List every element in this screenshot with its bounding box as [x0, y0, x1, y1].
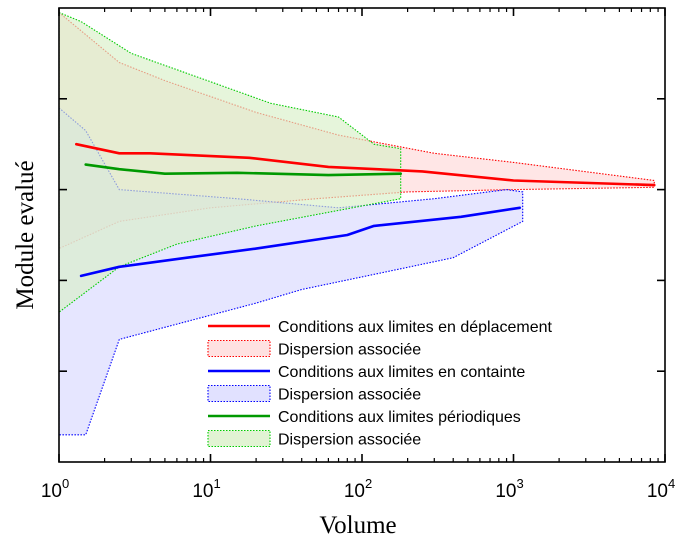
x-axis: 100 101 102 103 104: [41, 8, 675, 502]
series-line-1: [75, 142, 656, 187]
y-axis: [59, 98, 665, 373]
y-axis-label: Module evalué: [12, 160, 39, 309]
legend-band-label-1: Dispersion associée: [278, 342, 421, 359]
legend-label-3: Conditions aux limites périodiques: [278, 409, 521, 426]
x-tick-label: 103: [495, 476, 523, 502]
legend-band-swatch-2: [207, 384, 271, 403]
x-tick-label: 102: [344, 476, 372, 502]
legend-band-swatch-1: [207, 339, 271, 358]
series-line-3: [84, 163, 403, 177]
legend-label-1: Conditions aux limites en déplacement: [278, 319, 552, 336]
legend-band-swatch-3: [207, 429, 271, 448]
x-tick-label: 100: [41, 476, 69, 502]
dispersion-band-2: [59, 107, 524, 436]
x-tick-label: 101: [192, 476, 220, 502]
legend-band-label-2: Dispersion associée: [278, 387, 421, 404]
x-axis-label: Volume: [319, 512, 396, 539]
plot-series: [59, 11, 656, 436]
legend: Conditions aux limites en déplacement Dis…: [207, 319, 552, 449]
series-line-2: [79, 206, 522, 278]
plot-area: [58, 7, 666, 463]
x-tick-label: 104: [647, 476, 675, 502]
legend-band-label-3: Dispersion associée: [278, 432, 421, 449]
legend-label-2: Conditions aux limites en containte: [278, 364, 525, 381]
